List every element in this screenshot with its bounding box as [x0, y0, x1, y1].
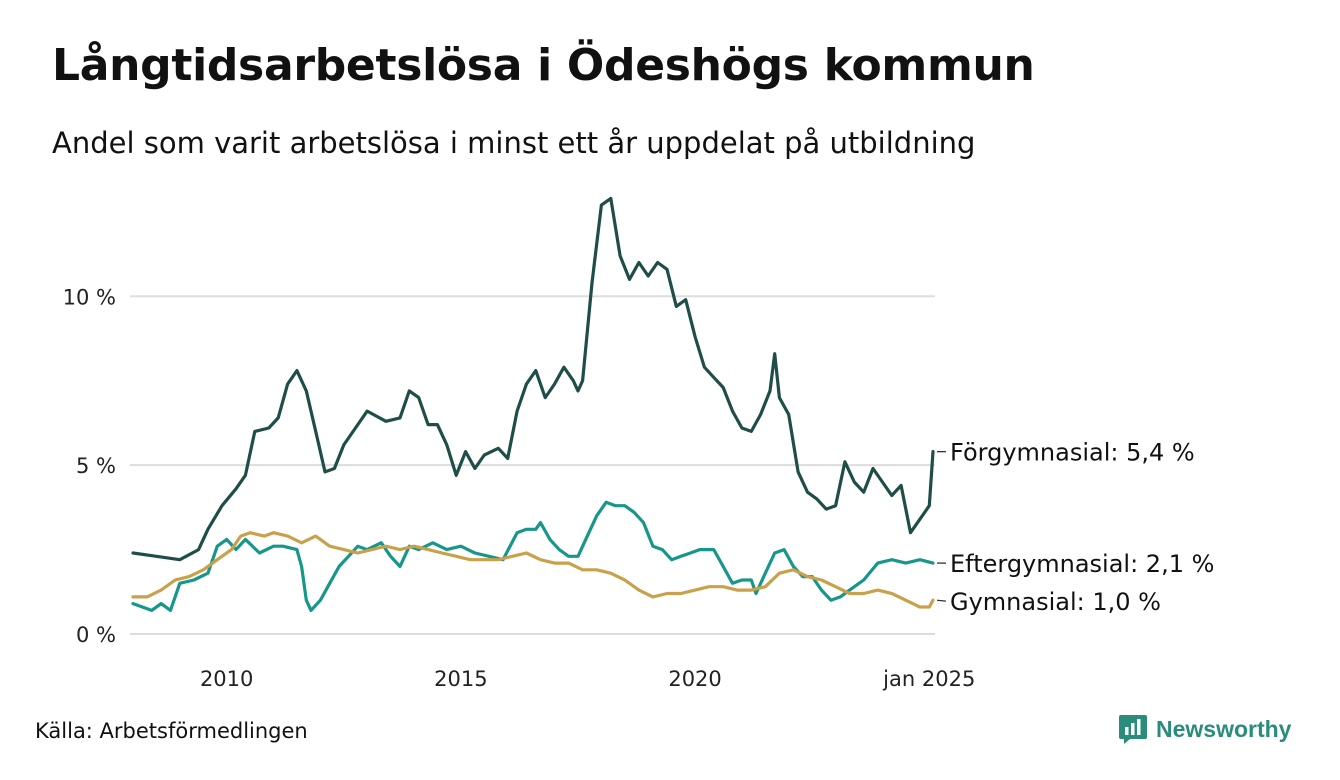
x-tick-label-0: 2010	[200, 667, 253, 691]
brand-logo[interactable]: Newsworthy	[1118, 713, 1291, 745]
series-label-eftergymnasial: Eftergymnasial: 2,1 %	[950, 550, 1214, 578]
chart-title: Långtidsarbetslösa i Ödeshögs kommun	[52, 40, 1035, 91]
series-label-förgymnasial: Förgymnasial: 5,4 %	[950, 439, 1195, 467]
series-end-labels: Förgymnasial: 5,4 % Eftergymnasial: 2,1 %…	[936, 439, 1214, 616]
series-lines	[131, 196, 935, 612]
y-tick-label-2: 10 %	[63, 285, 116, 309]
x-tick-label-1: 2015	[434, 667, 487, 691]
series-line-förgymnasial	[131, 196, 935, 562]
x-axis-ticks: 2010 2015 2020 jan 2025	[200, 667, 975, 691]
y-tick-label-0: 0 %	[76, 623, 116, 647]
series-line-eftergymnasial	[131, 500, 935, 612]
chart-subtitle: Andel som varit arbetslösa i minst ett å…	[52, 126, 976, 160]
newsworthy-logo-icon	[1119, 715, 1147, 744]
grid-lines	[130, 295, 935, 635]
source-note: Källa: Arbetsförmedlingen	[35, 719, 308, 743]
series-line-gymnasial	[131, 531, 935, 609]
brand-name: Newsworthy	[1156, 715, 1292, 742]
label-leader-gymnasial	[936, 599, 947, 602]
series-label-gymnasial: Gymnasial: 1,0 %	[950, 588, 1161, 616]
y-tick-label-1: 5 %	[76, 454, 116, 478]
x-tick-label-3: jan 2025	[882, 667, 975, 691]
x-tick-label-2: 2020	[668, 667, 721, 691]
y-axis-ticks: 0 % 5 % 10 %	[63, 285, 116, 647]
